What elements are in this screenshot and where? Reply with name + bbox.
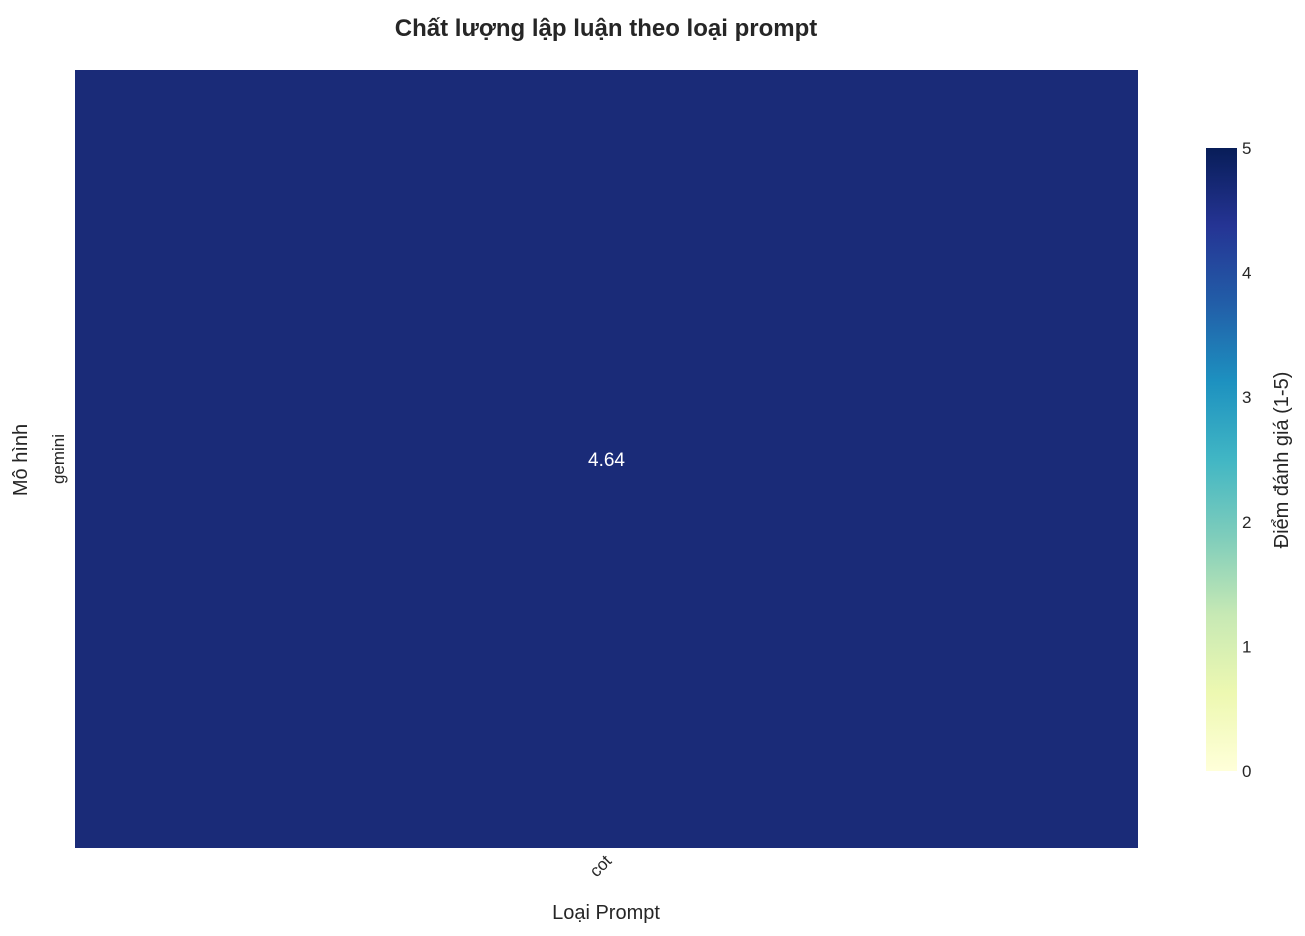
cell-value-label: 4.64 <box>588 450 625 471</box>
y-axis-ticks: gemini <box>49 434 68 484</box>
colorbar-label: Điểm đánh giá (1-5) <box>1271 372 1293 549</box>
colorbar-tick-label: 5 <box>1242 139 1251 158</box>
colorbar-ticks: 0 1 2 3 4 5 <box>1242 139 1251 781</box>
x-axis-label: Loại Prompt <box>552 902 660 924</box>
x-tick-label: cot <box>586 851 616 881</box>
y-axis-label: Mô hình <box>10 424 32 496</box>
colorbar-tick-label: 0 <box>1242 762 1251 781</box>
heatmap-cell <box>75 70 1138 848</box>
colorbar-tick-label: 3 <box>1242 388 1251 407</box>
colorbar-tick-label: 4 <box>1242 264 1251 283</box>
x-axis-ticks: cot <box>586 851 616 881</box>
colorbar-tick-label: 2 <box>1242 513 1251 532</box>
y-tick-label: gemini <box>49 434 68 484</box>
colorbar-tick-label: 1 <box>1242 637 1251 656</box>
colorbar <box>1206 148 1237 771</box>
heatmap-cells: 4.64 <box>75 70 1138 848</box>
chart-title: Chất lượng lập luận theo loại prompt <box>395 15 817 42</box>
